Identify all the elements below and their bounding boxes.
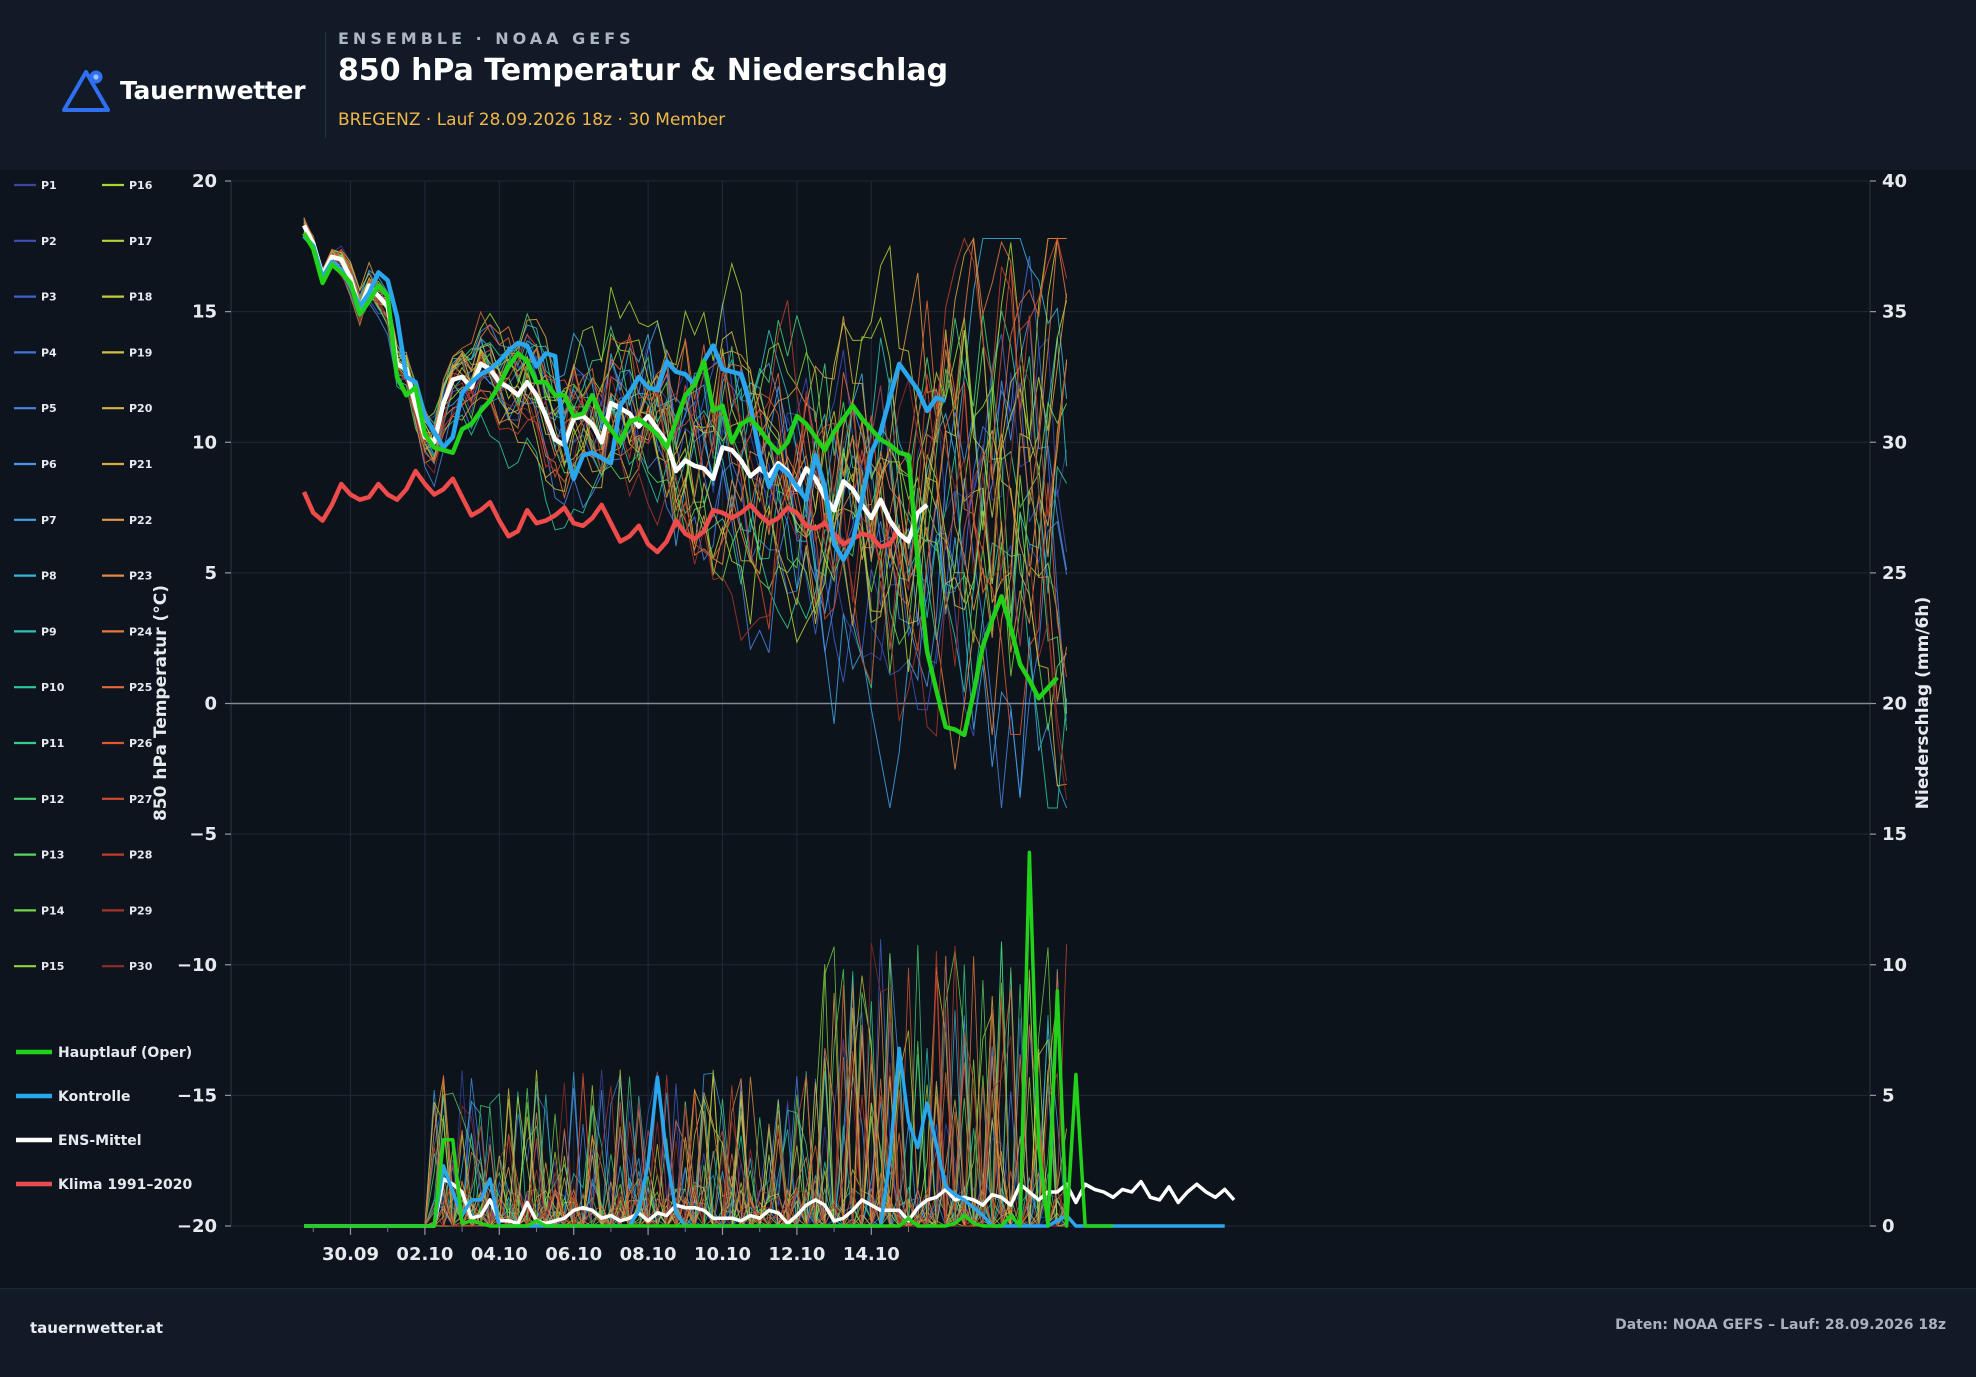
y-tick-label-right: 5 xyxy=(1882,1085,1895,1106)
y-axis-label-right: Niederschlag (mm/6h) xyxy=(1913,597,1933,809)
x-tick-label: 02.10 xyxy=(396,1244,453,1265)
legend-member-label: P19 xyxy=(129,346,152,359)
legend-member-label: P5 xyxy=(41,402,57,415)
x-axis: 30.09 02.10 04.10 06.10 08.10 10.10 12.10 14.10 xyxy=(312,1226,909,1265)
legend-member-label: P23 xyxy=(129,570,152,583)
legend-member-label: P21 xyxy=(129,458,152,471)
footer-source: Daten: NOAA GEFS – Lauf: 28.09.2026 18z xyxy=(1615,1317,1946,1333)
key-precip-line xyxy=(304,850,1114,1228)
y-tick-label-right: 35 xyxy=(1882,302,1907,323)
x-tick-label: 10.10 xyxy=(694,1244,751,1265)
legend-member-label: P2 xyxy=(41,235,57,248)
header-divider xyxy=(325,32,326,138)
member-temp-line xyxy=(303,223,1068,661)
legend-member-label: P12 xyxy=(41,793,64,806)
legend-member-label: P1 xyxy=(41,179,57,192)
legend: P1 P2 P3 P4 P5 P6 P7 P8 P9 P10 P11 P12 P13 P14 P15 P16 P… xyxy=(14,179,193,1193)
brand-logo[interactable]: Tauernwetter xyxy=(60,66,306,114)
legend-member-label: P8 xyxy=(41,570,57,583)
key-temp-line xyxy=(301,468,902,555)
legend-member-label: P28 xyxy=(129,849,152,862)
member-precip-line xyxy=(304,967,1067,1228)
legend-member-label: P24 xyxy=(129,625,153,638)
x-tick-label: 12.10 xyxy=(768,1244,825,1265)
legend-member-label: P26 xyxy=(129,737,153,750)
y-tick-label-left: −20 xyxy=(177,1216,217,1237)
header: Tauernwetter ENSEMBLE · NOAA GEFS 850 hP… xyxy=(0,0,1976,170)
page-title: 850 hPa Temperatur & Niederschlag xyxy=(338,53,949,88)
x-tick-label: 04.10 xyxy=(471,1244,528,1265)
legend-key-label: ENS-Mittel xyxy=(58,1133,142,1149)
y-tick-label-right: 15 xyxy=(1882,824,1907,845)
legend-member-label: P3 xyxy=(41,291,57,304)
legend-member-label: P22 xyxy=(129,514,152,527)
member-temp-line xyxy=(303,222,1068,677)
footer: tauernwetter.at Daten: NOAA GEFS – Lauf:… xyxy=(0,1288,1976,1377)
mountain-logo-icon xyxy=(62,70,110,112)
member-temp-line xyxy=(303,223,1068,630)
y-tick-label-right: 40 xyxy=(1882,171,1907,192)
y-tick-label-left: 0 xyxy=(204,694,217,715)
y-tick-label-right: 20 xyxy=(1882,694,1907,715)
x-tick-label: 08.10 xyxy=(620,1244,677,1265)
header-eyebrow: ENSEMBLE · NOAA GEFS xyxy=(338,29,635,48)
x-tick-label: 06.10 xyxy=(545,1244,602,1265)
legend-member-label: P9 xyxy=(41,625,57,638)
key-temp-line xyxy=(302,234,947,563)
legend-member-label: P10 xyxy=(41,681,65,694)
y-tick-label-left: −10 xyxy=(177,955,217,976)
legend-key-label: Kontrolle xyxy=(58,1089,131,1105)
page-subtitle: BREGENZ · Lauf 28.09.2026 18z · 30 Membe… xyxy=(338,110,726,130)
y-tick-label-right: 0 xyxy=(1882,1216,1895,1237)
member-temp-line xyxy=(303,227,1067,537)
legend-key-label: Klima 1991–2020 xyxy=(58,1177,193,1193)
legend-member-label: P25 xyxy=(129,681,152,694)
y-tick-label-left: −15 xyxy=(177,1085,217,1106)
member-temp-line xyxy=(303,225,1068,689)
legend-member-label: P13 xyxy=(41,849,64,862)
member-precip-line xyxy=(304,967,1068,1228)
y-tick-label-left: 5 xyxy=(204,563,217,584)
legend-member-label: P6 xyxy=(41,458,57,471)
member-temp-line xyxy=(303,218,1068,735)
legend-member-label: P17 xyxy=(129,235,152,248)
y-tick-label-left: −5 xyxy=(189,824,217,845)
y-axis-label-left: 850 hPa Temperatur (°C) xyxy=(151,585,171,821)
member-precip-line xyxy=(304,1015,1068,1228)
member-temp-line xyxy=(303,226,1068,722)
legend-member-label: P20 xyxy=(129,402,153,415)
legend-member-label: P27 xyxy=(129,793,152,806)
y-tick-label-left: 10 xyxy=(192,432,217,453)
key-series xyxy=(301,224,1236,1228)
legend-member-label: P18 xyxy=(129,291,152,304)
legend-member-label: P4 xyxy=(41,346,57,359)
legend-member-label: P15 xyxy=(41,960,64,973)
legend-member-label: P11 xyxy=(41,737,64,750)
member-temp-line xyxy=(303,232,1067,787)
y-axis-right: 40 35 30 25 20 15 10 5 0 xyxy=(1870,171,1907,1237)
x-tick-label: 14.10 xyxy=(843,1244,900,1265)
ensemble-chart: 20 15 10 5 0 −5 −10 −15 −20 40 35 30 25 20 15 10 5 0 30.… xyxy=(0,170,1976,1288)
legend-member-label: P7 xyxy=(41,514,57,527)
footer-site[interactable]: tauernwetter.at xyxy=(30,1319,164,1337)
y-tick-label-right: 30 xyxy=(1882,432,1907,453)
y-tick-label-right: 25 xyxy=(1882,563,1907,584)
y-tick-label-left: 20 xyxy=(192,171,217,192)
legend-member-label: P29 xyxy=(129,904,152,917)
legend-key-label: Hauptlauf (Oper) xyxy=(58,1045,192,1061)
y-tick-label-left: 15 xyxy=(192,302,217,323)
legend-member-label: P14 xyxy=(41,904,65,917)
key-temp-line xyxy=(302,232,1059,738)
x-tick-label: 30.09 xyxy=(322,1244,379,1265)
y-tick-label-right: 10 xyxy=(1882,955,1907,976)
brand-name: Tauernwetter xyxy=(120,75,306,105)
legend-member-label: P16 xyxy=(129,179,153,192)
legend-member-label: P30 xyxy=(129,960,153,973)
y-axis-left: 20 15 10 5 0 −5 −10 −15 −20 xyxy=(177,171,231,1237)
